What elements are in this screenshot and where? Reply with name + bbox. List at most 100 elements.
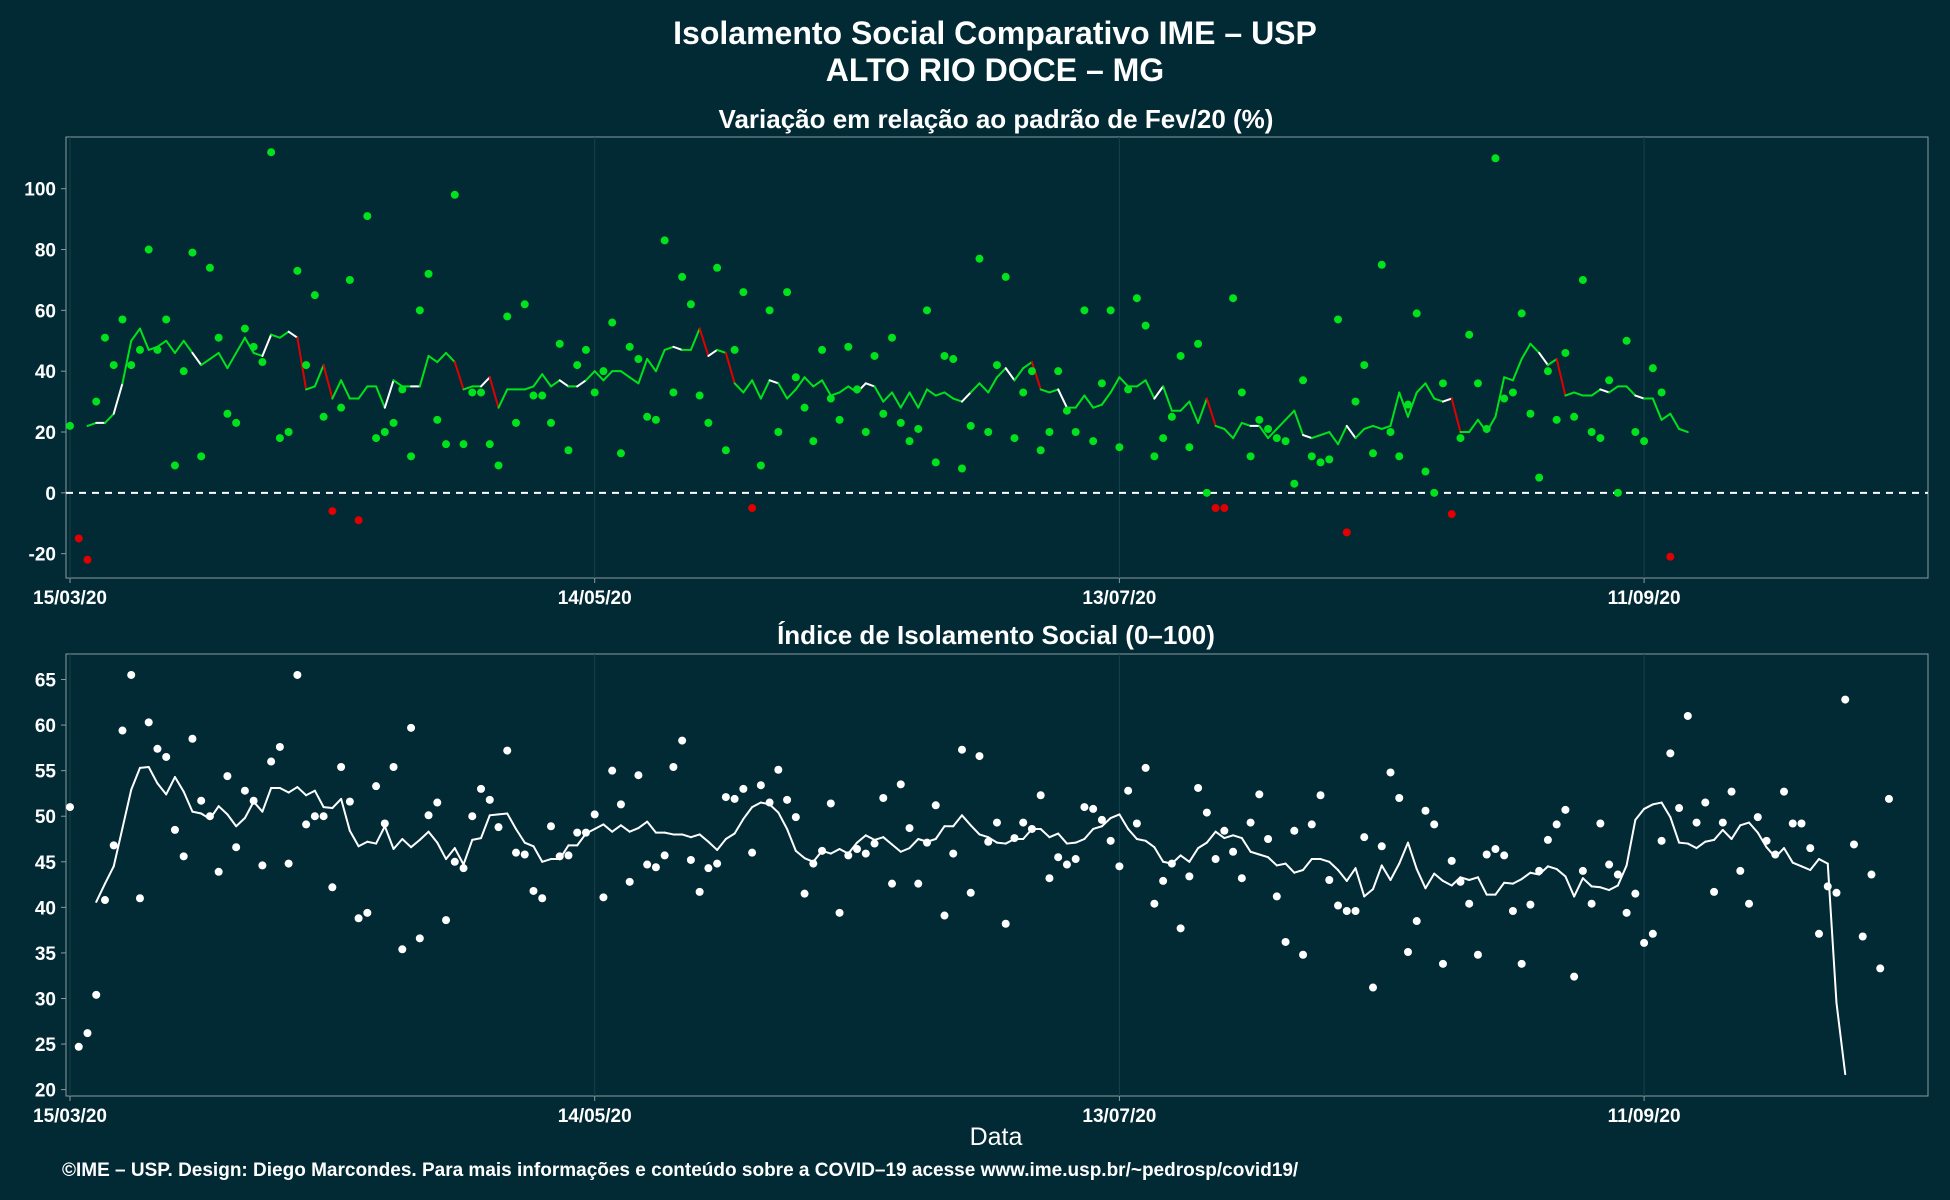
moving-average-segment — [1783, 847, 1794, 864]
data-point — [1220, 504, 1229, 513]
data-point — [1500, 851, 1509, 860]
data-point — [957, 745, 966, 754]
y-tick-label: 30 — [35, 989, 56, 1010]
data-point — [861, 849, 870, 858]
data-point — [1570, 412, 1579, 421]
moving-average-segment — [969, 824, 981, 836]
moving-average-segment — [873, 836, 885, 841]
moving-average-segment — [1529, 342, 1541, 354]
data-point — [389, 763, 398, 772]
moving-average-segment — [1179, 400, 1191, 412]
moving-average-segment — [173, 339, 185, 354]
data-point — [1194, 783, 1203, 792]
data-point — [1447, 856, 1456, 865]
moving-average-segment — [340, 379, 351, 400]
data-point — [914, 424, 923, 433]
moving-average-segment — [86, 421, 98, 427]
data-point — [433, 415, 442, 424]
data-point — [1019, 818, 1028, 827]
moving-average-segment — [1599, 388, 1611, 394]
x-tick-label: 15/03/20 — [33, 1106, 107, 1127]
data-point — [450, 857, 459, 866]
moving-average-segment — [1503, 376, 1514, 382]
moving-average-segment — [1441, 397, 1453, 403]
data-point — [153, 744, 162, 753]
data-point — [1290, 826, 1299, 835]
data-point — [459, 440, 468, 449]
moving-average-segment — [1651, 801, 1663, 806]
data-point — [529, 391, 538, 400]
data-point — [870, 839, 879, 848]
data-point — [643, 412, 652, 421]
moving-average-segment — [1835, 1002, 1847, 1076]
moving-average-segment — [1048, 832, 1060, 839]
moving-average-segment — [934, 825, 946, 841]
data-point — [879, 793, 888, 802]
data-point — [494, 823, 503, 832]
moving-average-segment — [427, 830, 439, 844]
moving-average-segment — [995, 841, 1007, 845]
moving-average-segment — [313, 789, 325, 809]
moving-average-segment — [960, 391, 972, 403]
moving-average-segment — [226, 813, 238, 828]
data-point — [135, 345, 144, 354]
data-point — [1141, 763, 1150, 772]
figure-title-line1: Isolamento Social Comparativo IME – USP — [673, 15, 1317, 51]
moving-average-segment — [1354, 427, 1366, 440]
moving-average-segment — [873, 385, 885, 403]
moving-average-segment — [689, 833, 701, 839]
data-point — [564, 446, 573, 455]
moving-average-segment — [235, 336, 246, 354]
moving-average-segment — [1275, 862, 1287, 867]
moving-average-segment — [1135, 838, 1147, 842]
moving-average-segment — [453, 847, 465, 866]
moving-average-segment — [742, 806, 754, 820]
moving-average-segment — [1520, 871, 1532, 881]
data-point — [1596, 819, 1605, 828]
moving-average-segment — [226, 351, 238, 370]
moving-average-segment — [908, 838, 920, 850]
data-point — [818, 345, 827, 354]
data-point — [293, 266, 302, 275]
data-point — [337, 403, 346, 412]
moving-average-segment — [1205, 397, 1217, 427]
moving-average-segment — [1721, 828, 1733, 841]
moving-average-segment — [357, 385, 369, 400]
moving-average-segment — [488, 813, 500, 817]
moving-average-segment — [392, 379, 404, 388]
moving-average-segment — [593, 370, 605, 382]
moving-average-segment — [1022, 361, 1033, 370]
data-point — [1124, 385, 1133, 394]
moving-average-segment — [1581, 877, 1593, 888]
moving-average-segment — [1153, 385, 1165, 400]
moving-average-segment — [1240, 837, 1252, 853]
moving-average-segment — [506, 812, 517, 830]
data-point — [651, 415, 660, 424]
data-point — [1578, 866, 1587, 875]
moving-average-segment — [1293, 409, 1305, 437]
moving-average-segment — [453, 361, 465, 391]
data-point — [555, 339, 564, 348]
moving-average-segment — [252, 351, 264, 357]
data-point — [1438, 959, 1447, 968]
data-point — [275, 434, 284, 443]
data-point — [861, 428, 870, 437]
data-point — [1246, 452, 1255, 461]
moving-average-segment — [296, 336, 308, 391]
data-point — [1526, 900, 1535, 909]
data-point — [415, 934, 424, 943]
data-point — [1325, 455, 1334, 464]
moving-average-segment — [1546, 865, 1558, 871]
moving-average-segment — [541, 373, 552, 388]
moving-average-segment — [270, 333, 281, 339]
data-point — [870, 351, 879, 360]
isolation-index-chart: 20 25 30 35 40 45 50 55 60 65 15/03/20 14/05/20 13/0… — [33, 653, 1929, 1127]
moving-average-segment — [1057, 388, 1068, 409]
data-point — [477, 388, 486, 397]
moving-average-segment — [480, 376, 491, 388]
data-point — [380, 819, 389, 828]
moving-average-segment — [1135, 379, 1147, 388]
moving-average-segment — [794, 376, 806, 391]
data-point — [949, 355, 958, 364]
